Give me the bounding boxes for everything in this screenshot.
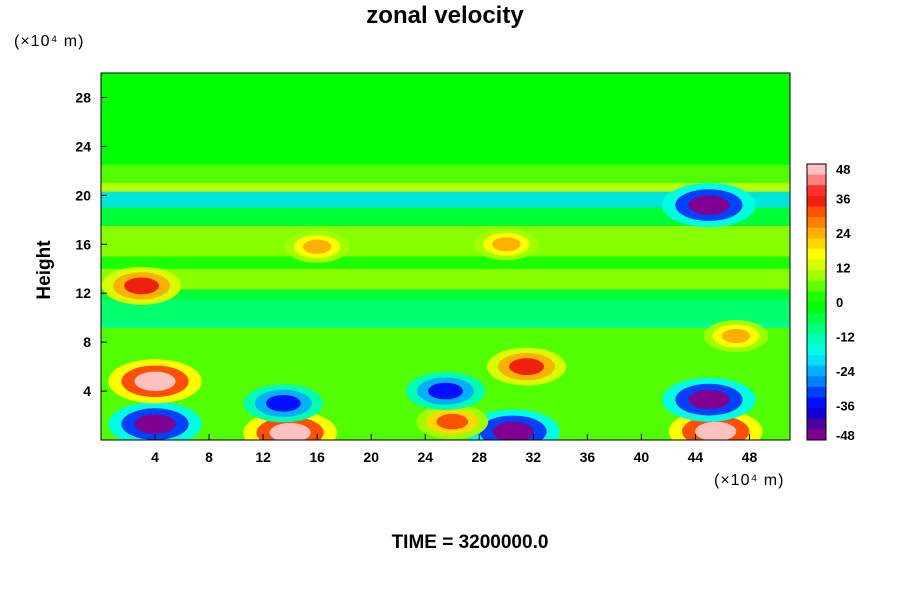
- field-feature: [134, 414, 176, 434]
- colorbar-tick-label: 48: [836, 162, 850, 177]
- field-feature: [688, 389, 730, 410]
- colorbar-segment: [807, 344, 826, 356]
- x-tick-label: 24: [417, 449, 433, 465]
- field-feature: [492, 237, 521, 252]
- x-tick-label: 8: [205, 449, 213, 465]
- field-band: [101, 191, 790, 208]
- colorbar-segment: [807, 291, 826, 303]
- x-axis-unit: (×10⁴ m): [714, 472, 785, 489]
- colorbar-segment: [807, 174, 826, 186]
- colorbar-segment: [807, 217, 826, 229]
- field-band: [101, 268, 790, 290]
- colorbar-tick-label: 36: [836, 192, 850, 207]
- field-feature: [134, 371, 176, 391]
- y-tick-label: 20: [75, 187, 91, 203]
- y-axis: 4 8 12 16 20 24 28: [75, 89, 107, 399]
- x-tick-label: 28: [471, 449, 487, 465]
- colorbar-segment: [807, 206, 826, 218]
- colorbar-segment: [807, 376, 826, 388]
- colorbar-segment: [807, 185, 826, 197]
- field-feature: [509, 358, 544, 375]
- colorbar-segment: [807, 365, 826, 377]
- colorbar-segment: [807, 397, 826, 409]
- colorbar-segment: [807, 248, 826, 261]
- colorbar-segment: [807, 259, 826, 271]
- colorbar-segment: [807, 195, 826, 207]
- colorbar-segment: [807, 429, 826, 441]
- plot-frame: [100, 72, 791, 441]
- field-band: [101, 289, 790, 300]
- field-feature: [721, 328, 751, 344]
- colorbar-tick-label: -24: [836, 364, 856, 379]
- y-tick-label: 12: [75, 285, 91, 301]
- colorbar-tick-label: 24: [836, 226, 851, 241]
- field-feature: [124, 277, 159, 295]
- field-feature: [428, 382, 463, 400]
- colorbar-segment: [807, 386, 826, 399]
- velocity-field: [101, 73, 790, 440]
- x-tick-label: 40: [634, 449, 650, 465]
- x-tick-label: 16: [309, 449, 325, 465]
- x-tick-label: 32: [526, 449, 542, 465]
- y-tick-label: 16: [75, 236, 91, 252]
- colorbar-tick-label: 12: [836, 261, 850, 276]
- x-axis: 4 8 12 16 20 24 28 32 36 40 44 48: [151, 434, 757, 465]
- y-tick-label: 4: [83, 383, 91, 399]
- field-band: [101, 183, 790, 192]
- field-band: [101, 225, 790, 257]
- colorbar-segment: [807, 270, 826, 282]
- field-feature: [695, 421, 737, 440]
- chart-title: zonal velocity: [366, 2, 524, 29]
- field-band: [101, 256, 790, 269]
- colorbar-tick-label: 0: [836, 295, 843, 310]
- x-tick-label: 36: [580, 449, 596, 465]
- x-tick-label: 44: [688, 449, 704, 465]
- field-band: [101, 207, 790, 226]
- colorbar-segment: [807, 355, 826, 367]
- y-tick-label: 8: [83, 334, 91, 350]
- x-tick-label: 20: [363, 449, 379, 465]
- y-tick-label: 24: [75, 138, 91, 154]
- colorbar-tick-label: -12: [836, 330, 855, 345]
- field-feature: [265, 394, 301, 412]
- colorbar-segment: [807, 302, 826, 314]
- colorbar-tick-label: -36: [836, 399, 855, 414]
- time-label: TIME = 3200000.0: [391, 532, 549, 553]
- y-axis-unit: (×10⁴ m): [14, 33, 85, 50]
- field-feature: [436, 413, 469, 430]
- colorbar-segment: [807, 323, 826, 335]
- field-feature: [688, 195, 730, 215]
- field-band: [101, 322, 790, 328]
- colorbar-segment: [807, 238, 826, 250]
- x-tick-label: 48: [742, 449, 758, 465]
- field-band: [101, 299, 790, 323]
- colorbar-segment: [807, 312, 826, 324]
- colorbar-segment: [807, 227, 826, 239]
- colorbar-frame: [806, 163, 827, 441]
- colorbar-segment: [807, 164, 826, 176]
- field-feature: [492, 421, 534, 440]
- colorbar-segment: [807, 280, 826, 292]
- field-feature: [269, 422, 311, 440]
- colorbar-segment: [807, 418, 826, 430]
- x-tick-label: 12: [255, 449, 271, 465]
- colorbar-segment: [807, 333, 826, 345]
- field-band: [101, 164, 790, 184]
- field-feature: [302, 239, 332, 254]
- colorbar: 48 36 24 12 0 -12 -24 -36 -48: [806, 162, 856, 443]
- x-tick-label: 4: [151, 449, 159, 465]
- y-tick-label: 28: [75, 89, 91, 105]
- colorbar-tick-label: -48: [836, 428, 855, 443]
- colorbar-segment: [807, 408, 826, 420]
